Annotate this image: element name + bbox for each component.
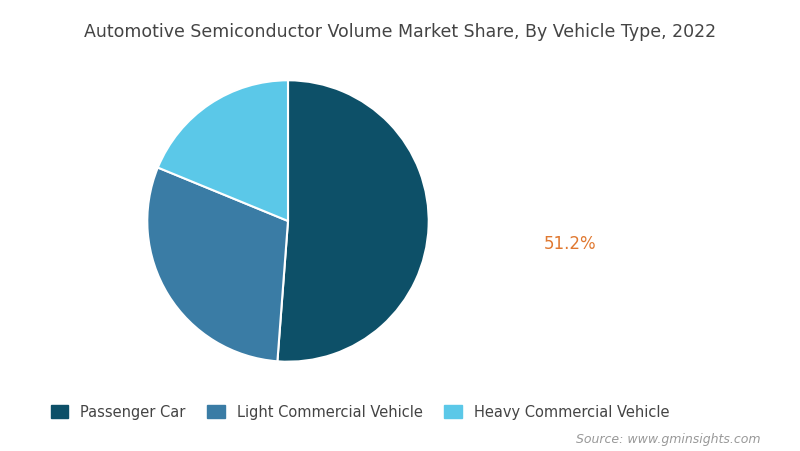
Wedge shape [147, 168, 288, 361]
Text: Source: www.gminsights.com: Source: www.gminsights.com [575, 433, 760, 446]
Text: Automotive Semiconductor Volume Market Share, By Vehicle Type, 2022: Automotive Semiconductor Volume Market S… [84, 23, 716, 41]
Text: 51.2%: 51.2% [544, 235, 597, 253]
Wedge shape [278, 80, 429, 362]
Wedge shape [158, 80, 288, 221]
Legend: Passenger Car, Light Commercial Vehicle, Heavy Commercial Vehicle: Passenger Car, Light Commercial Vehicle,… [45, 399, 675, 426]
